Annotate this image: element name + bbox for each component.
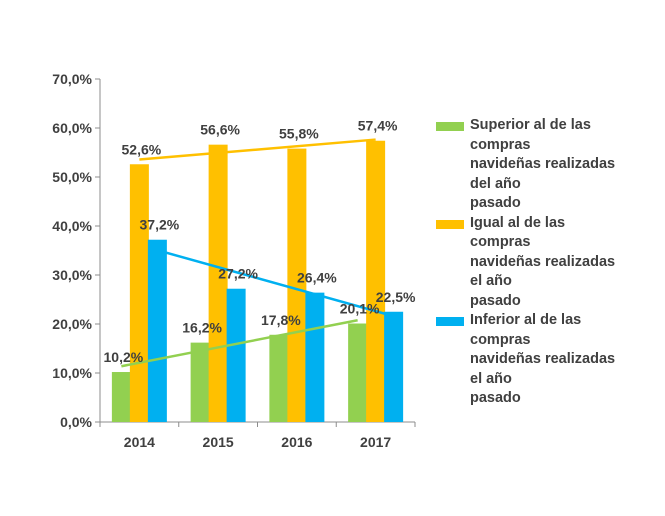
legend-label: navideñas realizadas	[470, 253, 616, 270]
x-tick-label: 2015	[203, 434, 234, 450]
legend-label: navideñas realizadas	[470, 351, 616, 367]
y-tick-label: 60,0%	[52, 120, 92, 136]
bars	[111, 140, 404, 423]
legend-swatch	[436, 122, 464, 131]
data-label: 56,6%	[200, 122, 240, 138]
data-label: 27,2%	[218, 266, 258, 282]
bar	[366, 140, 386, 423]
bar	[269, 334, 289, 422]
data-label: 10,2%	[104, 349, 144, 365]
bar	[384, 311, 404, 422]
data-label: 26,4%	[297, 270, 337, 286]
data-label: 52,6%	[122, 141, 162, 157]
bar	[129, 164, 149, 422]
legend-label: el año	[470, 273, 512, 289]
bar	[147, 239, 167, 422]
legend-item: Inferior al de las compras navideñas reali…	[436, 311, 661, 409]
legend-label: el año	[470, 370, 512, 387]
y-axis: 0,0% 10,0% 20,0% 30,0% 40,0% 50,0% 60,0% 70,0%	[52, 71, 101, 430]
bar	[287, 148, 307, 422]
data-label: 55,8%	[279, 126, 319, 142]
bar	[190, 342, 210, 422]
trendline	[121, 319, 358, 368]
x-tick-label: 2016	[281, 434, 312, 450]
bar	[226, 288, 246, 422]
bar	[348, 323, 368, 422]
y-tick-label: 20,0%	[52, 316, 92, 332]
data-labels: 10,2% 16,2% 17,8% 20,1% 52,6% 56,6% 55,8% 57,4%…	[104, 118, 416, 365]
legend-label: compras	[470, 136, 531, 153]
trendline	[139, 138, 376, 161]
legend-label: Superior al de las	[470, 117, 591, 133]
y-tick-label: 0,0%	[60, 414, 92, 430]
y-tick-label: 10,0%	[52, 365, 92, 381]
data-label: 22,5%	[376, 289, 416, 305]
data-label: 57,4%	[358, 118, 398, 134]
legend: Superior al de las compras navideñas reali…	[436, 116, 661, 409]
legend-label: del año	[470, 175, 521, 192]
legend-label: navideñas realizadas	[470, 156, 616, 172]
x-tick-label: 2017	[360, 434, 391, 450]
legend-label: compras	[470, 331, 531, 348]
bar	[111, 372, 131, 422]
data-label: 17,8%	[261, 312, 301, 328]
legend-label: pasado	[470, 195, 521, 211]
y-tick-label: 50,0%	[52, 169, 92, 185]
data-label: 20,1%	[340, 301, 380, 317]
legend-label: pasado	[470, 292, 521, 309]
x-axis: 2014 2015 2016 2017	[99, 421, 416, 450]
legend-swatch	[436, 219, 464, 229]
legend-item: Superior al de las compras navideñas reali…	[436, 116, 661, 214]
y-tick-label: 70,0%	[52, 71, 92, 87]
legend-label: compras	[470, 234, 531, 250]
bar	[305, 292, 325, 422]
legend-label: pasado	[470, 390, 521, 406]
x-tick-label: 2014	[124, 434, 155, 450]
legend-label: Igual al de las	[470, 214, 566, 231]
bar	[208, 144, 228, 422]
legend-item: Igual al de las compras navideñas realizad…	[436, 214, 661, 312]
y-tick-label: 30,0%	[52, 267, 92, 283]
data-label: 37,2%	[140, 217, 180, 233]
y-tick-label: 40,0%	[52, 218, 92, 234]
trendline	[157, 249, 394, 318]
data-label: 16,2%	[182, 320, 222, 336]
legend-label: Inferior al de las	[470, 312, 582, 328]
legend-swatch	[436, 317, 464, 326]
trendlines	[121, 138, 394, 368]
